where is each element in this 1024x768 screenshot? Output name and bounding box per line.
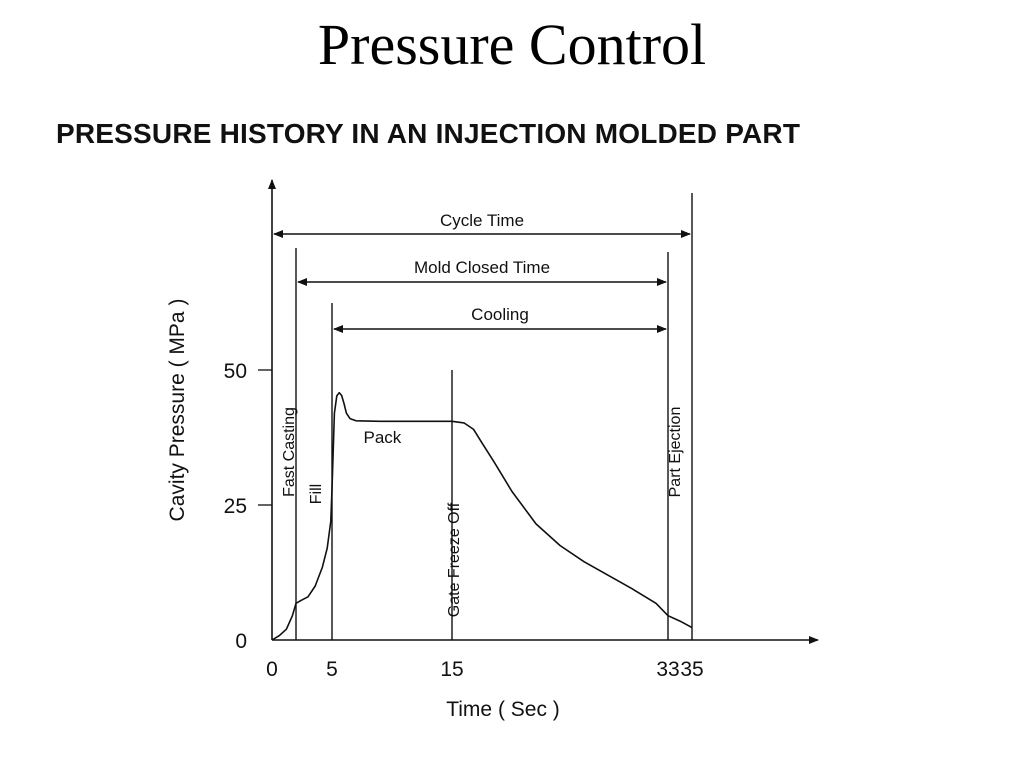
- interval-label: Cooling: [471, 305, 529, 324]
- x-tick-label: 33: [656, 658, 679, 681]
- x-axis-label: Time ( Sec ): [446, 698, 560, 721]
- chart-title: PRESSURE HISTORY IN AN INJECTION MOLDED …: [56, 118, 801, 149]
- x-tick-label: 0: [266, 658, 278, 681]
- y-axis-label: Cavity Pressure ( MPa ): [166, 299, 189, 522]
- interval-label: Mold Closed Time: [414, 258, 550, 277]
- interval-label: Cycle Time: [440, 211, 524, 230]
- x-tick-label: 15: [440, 658, 463, 681]
- pressure-curve: [271, 391, 693, 641]
- event-label: Part Ejection: [667, 407, 684, 498]
- x-tick-label: 35: [680, 658, 703, 681]
- curve-annotation: Pack: [364, 428, 402, 447]
- y-tick-label: 50: [224, 360, 247, 383]
- y-tick-label: 25: [224, 495, 247, 518]
- event-label: Fast Casting: [281, 407, 298, 497]
- y-tick-label: 0: [235, 630, 247, 653]
- x-tick-label: 5: [326, 658, 338, 681]
- event-label: Gate Freeze Off: [446, 502, 463, 617]
- event-label: Fill: [308, 484, 325, 504]
- slide-title: Pressure Control: [317, 12, 707, 77]
